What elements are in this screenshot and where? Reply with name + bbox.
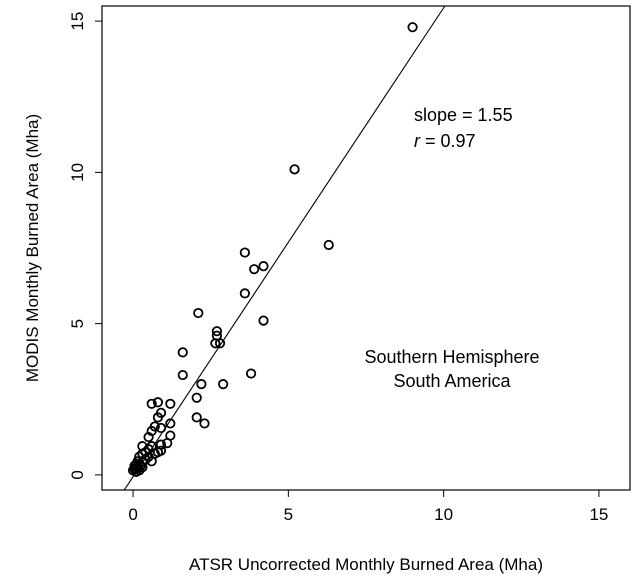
region-label-line2: South America: [393, 371, 511, 391]
y-axis-title: MODIS Monthly Burned Area (Mha): [23, 114, 42, 382]
data-point: [258, 315, 269, 326]
data-point: [165, 418, 176, 429]
data-point: [137, 462, 148, 473]
data-point: [152, 412, 164, 423]
data-point: [210, 338, 221, 349]
data-point: [162, 438, 173, 449]
data-point: [177, 369, 188, 381]
axis-ticks: 0 5 10 15 0 5 10 15: [68, 12, 608, 524]
data-point: [289, 164, 300, 175]
r-value: = 0.97: [420, 131, 476, 151]
data-point: [249, 264, 260, 275]
data-point: [211, 326, 223, 337]
x-axis-title: ATSR Uncorrected Monthly Burned Area (Mh…: [189, 555, 543, 574]
data-point: [152, 397, 164, 408]
data-point: [143, 431, 154, 443]
data-point: [165, 398, 176, 409]
data-point: [199, 418, 210, 429]
data-point: [218, 379, 229, 390]
data-point: [323, 239, 334, 251]
r-annotation: r = 0.97: [414, 131, 476, 151]
x-tick-label: 0: [128, 505, 137, 524]
data-point: [146, 456, 157, 467]
data-point: [196, 379, 207, 390]
regression-line: [123, 5, 446, 491]
y-tick-label: 5: [68, 319, 87, 328]
data-point: [407, 22, 418, 33]
data-point: [193, 307, 204, 319]
x-tick-label: 5: [284, 505, 293, 524]
x-tick-label: 15: [589, 505, 608, 524]
y-tick-label: 15: [68, 12, 87, 31]
data-point: [245, 368, 257, 379]
data-point: [155, 422, 167, 434]
y-tick-label: 0: [68, 470, 87, 479]
data-point: [177, 347, 188, 358]
data-point: [146, 398, 157, 409]
data-point: [258, 261, 269, 272]
data-point: [214, 338, 226, 349]
y-tick-label: 10: [68, 163, 87, 182]
data-point: [191, 392, 202, 403]
data-point: [239, 288, 250, 299]
regression-line-group: [123, 5, 446, 491]
r-symbol: r: [414, 131, 421, 151]
region-label-line1: Southern Hemisphere: [364, 347, 539, 367]
slope-annotation: slope = 1.55: [414, 105, 513, 125]
x-tick-label: 10: [434, 505, 453, 524]
data-point: [239, 247, 250, 258]
data-points: [127, 22, 418, 477]
plot-frame: [101, 5, 631, 491]
data-point: [191, 412, 202, 423]
